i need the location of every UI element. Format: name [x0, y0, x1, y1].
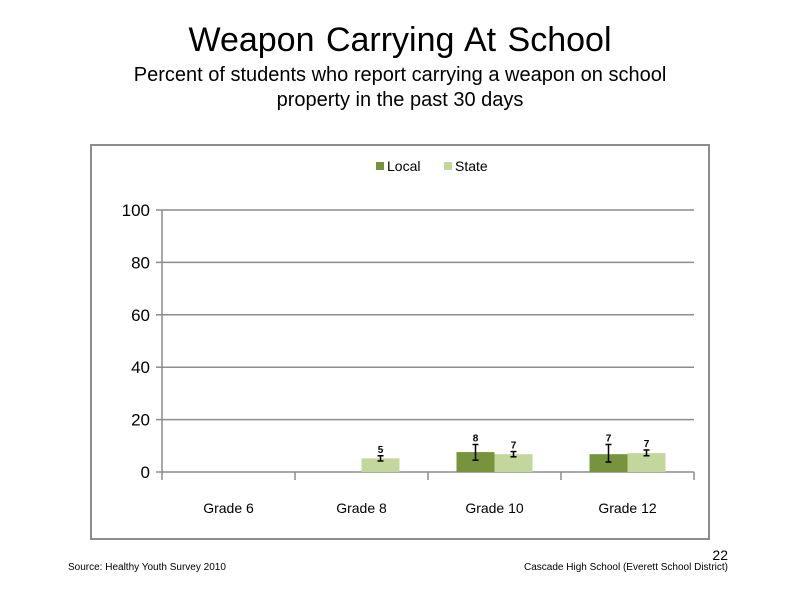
x-tick-label: Grade 10	[465, 500, 524, 516]
y-tick-label: 20	[131, 411, 150, 430]
legend-label-state: State	[455, 158, 488, 174]
y-tick-label: 40	[131, 358, 150, 377]
x-tick-label: Grade 6	[203, 500, 254, 516]
y-tick-label: 80	[131, 253, 150, 272]
legend-label-local: Local	[387, 158, 420, 174]
legend-swatch-local	[376, 162, 384, 170]
y-tick-label: 60	[131, 306, 150, 325]
bar-local	[589, 454, 628, 472]
bar-state	[361, 458, 400, 472]
slide-title: Weapon Carrying At School	[188, 21, 612, 59]
bar-state	[494, 454, 533, 472]
school-name: Cascade High School (Everett School Dist…	[524, 562, 728, 573]
data-label: 5	[378, 445, 384, 456]
bar-state	[627, 453, 666, 472]
slide-subtitle: Percent of students who report carrying …	[133, 64, 667, 111]
source-note: Source: Healthy Youth Survey 2010	[68, 562, 226, 573]
data-label: 7	[606, 433, 612, 444]
bar-local	[456, 452, 495, 472]
y-tick-label: 100	[122, 201, 150, 220]
data-label: 7	[644, 439, 650, 450]
y-tick-label: 0	[141, 463, 150, 482]
x-tick-label: Grade 8	[336, 500, 387, 516]
page-number: 22	[712, 547, 728, 563]
legend-swatch-state	[444, 162, 452, 170]
x-tick-label: Grade 12	[598, 500, 657, 516]
data-label: 7	[511, 441, 517, 452]
data-label: 8	[473, 433, 479, 444]
